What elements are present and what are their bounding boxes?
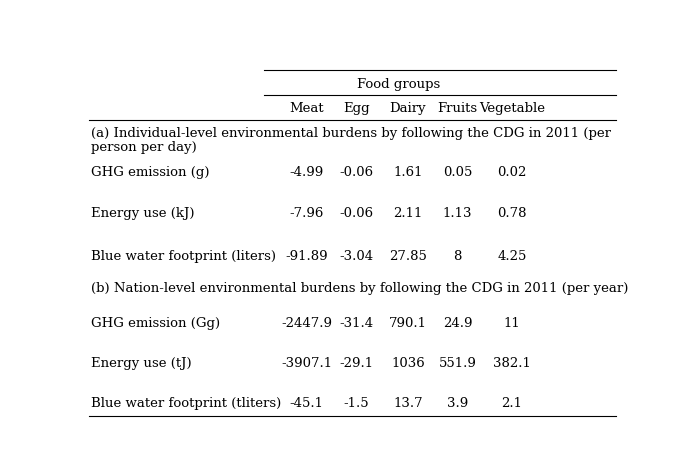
Text: 4.25: 4.25 bbox=[497, 250, 526, 263]
Text: (a) Individual-level environmental burdens by following the CDG in 2011 (per: (a) Individual-level environmental burde… bbox=[91, 127, 611, 140]
Text: 1.61: 1.61 bbox=[393, 166, 423, 179]
Text: 790.1: 790.1 bbox=[389, 317, 427, 331]
Text: 1036: 1036 bbox=[391, 357, 425, 370]
Text: -3.04: -3.04 bbox=[339, 250, 374, 263]
Text: -29.1: -29.1 bbox=[339, 357, 374, 370]
Text: Vegetable: Vegetable bbox=[479, 103, 545, 115]
Text: Dairy: Dairy bbox=[390, 103, 427, 115]
Text: GHG emission (g): GHG emission (g) bbox=[91, 166, 210, 179]
Text: -7.96: -7.96 bbox=[290, 207, 324, 220]
Text: -3907.1: -3907.1 bbox=[281, 357, 333, 370]
Text: Fruits: Fruits bbox=[438, 103, 477, 115]
Text: -31.4: -31.4 bbox=[339, 317, 374, 331]
Text: 382.1: 382.1 bbox=[493, 357, 531, 370]
Text: 1.13: 1.13 bbox=[442, 207, 472, 220]
Text: 13.7: 13.7 bbox=[393, 397, 423, 410]
Text: Energy use (kJ): Energy use (kJ) bbox=[91, 207, 194, 220]
Text: -1.5: -1.5 bbox=[344, 397, 369, 410]
Text: Energy use (tJ): Energy use (tJ) bbox=[91, 357, 192, 370]
Text: -91.89: -91.89 bbox=[286, 250, 328, 263]
Text: -4.99: -4.99 bbox=[290, 166, 324, 179]
Text: 27.85: 27.85 bbox=[389, 250, 427, 263]
Text: 3.9: 3.9 bbox=[447, 397, 468, 410]
Text: 0.78: 0.78 bbox=[497, 207, 526, 220]
Text: 8: 8 bbox=[453, 250, 462, 263]
Text: Food groups: Food groups bbox=[357, 78, 440, 91]
Text: -2447.9: -2447.9 bbox=[282, 317, 333, 331]
Text: -0.06: -0.06 bbox=[339, 207, 374, 220]
Text: GHG emission (Gg): GHG emission (Gg) bbox=[91, 317, 221, 331]
Text: -45.1: -45.1 bbox=[290, 397, 324, 410]
Text: 2.11: 2.11 bbox=[393, 207, 423, 220]
Text: 24.9: 24.9 bbox=[442, 317, 472, 331]
Text: 551.9: 551.9 bbox=[438, 357, 477, 370]
Text: Egg: Egg bbox=[343, 103, 370, 115]
Text: (b) Nation-level environmental burdens by following the CDG in 2011 (per year): (b) Nation-level environmental burdens b… bbox=[91, 282, 629, 294]
Text: -0.06: -0.06 bbox=[339, 166, 374, 179]
Text: 11: 11 bbox=[504, 317, 520, 331]
Text: person per day): person per day) bbox=[91, 141, 197, 154]
Text: Blue water footprint (tliters): Blue water footprint (tliters) bbox=[91, 397, 282, 410]
Text: 0.05: 0.05 bbox=[443, 166, 472, 179]
Text: 2.1: 2.1 bbox=[502, 397, 522, 410]
Text: Blue water footprint (liters): Blue water footprint (liters) bbox=[91, 250, 276, 263]
Text: Meat: Meat bbox=[289, 103, 324, 115]
Text: 0.02: 0.02 bbox=[497, 166, 526, 179]
